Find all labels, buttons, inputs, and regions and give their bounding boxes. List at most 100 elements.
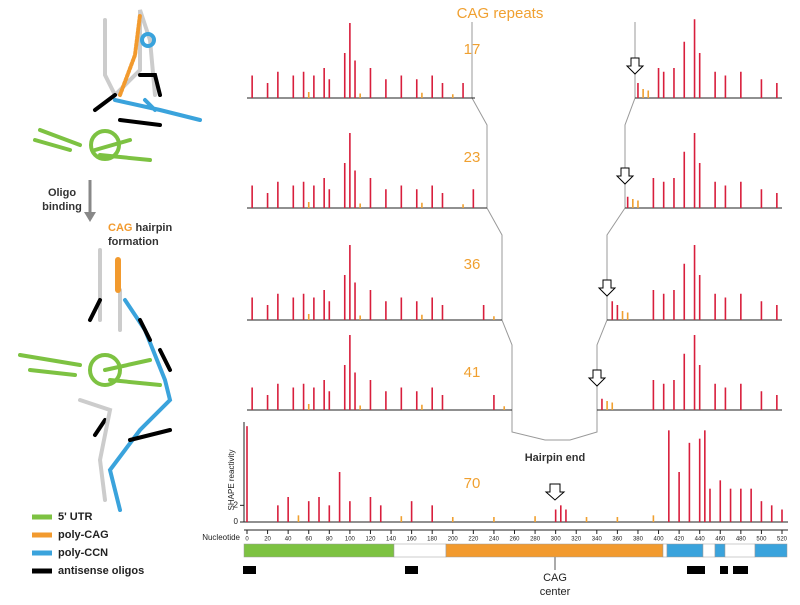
reactivity-bar (400, 516, 403, 522)
reactivity-bar (292, 75, 295, 98)
reactivity-bar (683, 353, 686, 410)
step-highlight: CAG (108, 222, 132, 234)
reactivity-bar (740, 488, 742, 522)
reactivity-bar (431, 185, 433, 208)
reactivity-bar (482, 305, 485, 320)
reactivity-bar (493, 517, 495, 522)
reactivity-bar (472, 189, 475, 208)
reactivity-bar (451, 517, 454, 522)
reactivity-bar (400, 387, 403, 410)
reactivity-bar (328, 391, 331, 410)
hairpin-outline (471, 22, 636, 441)
reactivity-bar (441, 83, 444, 98)
reactivity-bar (349, 23, 351, 98)
rna-structure-bottom (18, 248, 173, 512)
x-tick-label: 40 (285, 537, 292, 543)
reactivity-bar (662, 293, 665, 320)
step-label: Oligo (48, 187, 76, 199)
reactivity-bar (668, 430, 670, 522)
x-tick-label: 180 (427, 537, 438, 543)
reactivity-bar (277, 293, 279, 320)
reactivity-bar (277, 181, 279, 208)
reactivity-bar (632, 199, 634, 208)
x-tick-label: 300 (551, 537, 562, 543)
reactivity-bar (338, 472, 341, 522)
reactivity-bar (343, 163, 346, 208)
reactivity-bar (369, 497, 372, 522)
reactivity-bar (585, 517, 588, 522)
reactivity-bar (302, 293, 305, 320)
legend-label: antisense oligos (58, 565, 144, 577)
reactivity-bar (266, 193, 269, 208)
reactivity-bar (369, 290, 372, 320)
reactivity-bar (251, 297, 253, 320)
reactivity-bar (740, 181, 742, 208)
legend-label: poly-CAG (58, 529, 109, 541)
reactivity-bar (415, 301, 418, 320)
reactivity-bar (246, 426, 248, 522)
hairpin-end-arrow (587, 369, 607, 387)
reactivity-bar (359, 203, 361, 208)
reactivity-bar (385, 79, 387, 98)
x-tick-label: 480 (736, 537, 747, 543)
x-tick-label: 500 (756, 537, 767, 543)
reactivity-bar (621, 311, 624, 320)
reactivity-bar (313, 185, 315, 208)
reactivity-bar (369, 68, 372, 98)
reactivity-bar (323, 178, 325, 208)
hairpin-end-arrow (625, 57, 645, 75)
x-tick-label: 160 (407, 537, 418, 543)
reactivity-bar (431, 297, 433, 320)
reactivity-bar (714, 181, 716, 208)
reactivity-bar (441, 193, 444, 208)
reactivity-bar (415, 189, 418, 208)
reactivity-bar (292, 185, 295, 208)
repeat-label: 36 (464, 256, 481, 273)
reactivity-bar (704, 430, 706, 522)
reactivity-bar (709, 488, 711, 522)
oligo-blocks (243, 566, 748, 574)
reactivity-bar (652, 290, 655, 320)
reactivity-bar (776, 395, 778, 410)
reactivity-bar (415, 391, 418, 410)
reactivity-bar (776, 193, 778, 208)
y-tick-label: 0 (234, 517, 239, 526)
center-label: center (540, 586, 571, 598)
reactivity-bar (673, 290, 675, 320)
reactivity-bar (359, 315, 361, 320)
reactivity-bar (343, 53, 346, 98)
reactivity-bar (673, 68, 675, 98)
reactivity-bar (302, 383, 305, 410)
reactivity-bar (698, 163, 701, 208)
reactivity-bar (359, 405, 361, 410)
x-tick-label: 60 (305, 537, 312, 543)
reactivity-bar (616, 305, 619, 320)
x-tick-label: 100 (345, 537, 356, 543)
hairpin-end-arrow (597, 279, 617, 297)
step-arrow-head (84, 212, 96, 222)
reactivity-bar (606, 401, 608, 410)
reactivity-bar (760, 301, 763, 320)
step-text: hairpin (136, 222, 173, 234)
reactivity-bar (328, 505, 331, 522)
center-label: CAG (543, 572, 567, 584)
repeat-label: 70 (464, 475, 481, 492)
reactivity-bar (626, 196, 629, 208)
reactivity-bar (277, 71, 279, 98)
reactivity-bar (354, 170, 356, 208)
reactivity-bar (637, 200, 639, 208)
reactivity-bar (343, 275, 346, 320)
reactivity-bar (740, 383, 742, 410)
reactivity-bar (724, 75, 727, 98)
reactivity-bar (400, 297, 403, 320)
reactivity-bar (266, 83, 269, 98)
reactivity-bar (642, 89, 644, 98)
reactivity-bar (611, 402, 614, 410)
reactivity-bar (343, 365, 346, 410)
reactivity-bar (385, 391, 387, 410)
reactivity-bar (781, 509, 783, 522)
reactivity-bar (379, 505, 382, 522)
reactivity-bar (611, 301, 614, 320)
x-tick-label: 20 (264, 537, 271, 543)
x-axis-label: Nucleotide (202, 533, 240, 542)
